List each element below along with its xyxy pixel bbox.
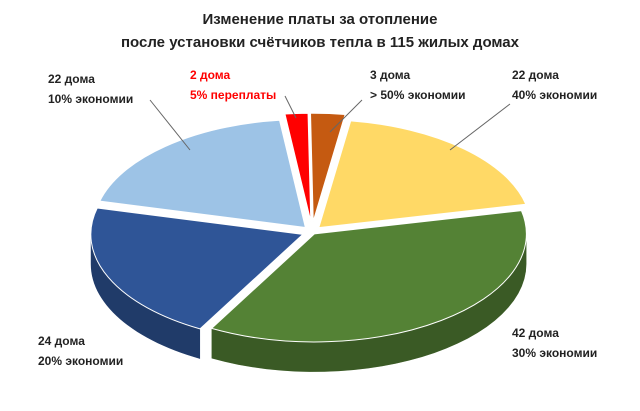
slice-side bbox=[90, 234, 201, 359]
slice bbox=[284, 112, 312, 222]
data-label: 24 дома bbox=[38, 334, 85, 348]
slice-side-shade bbox=[211, 233, 527, 372]
slice bbox=[309, 112, 346, 222]
leader-line bbox=[149, 99, 191, 151]
data-label: 22 дома bbox=[48, 72, 95, 86]
leader-line bbox=[284, 95, 297, 119]
category-label: > 50% экономии bbox=[370, 88, 466, 102]
category-label: 30% экономии bbox=[512, 346, 597, 360]
leader-line bbox=[449, 103, 511, 151]
slice bbox=[99, 119, 307, 229]
data-label: 3 дома bbox=[370, 68, 411, 82]
data-label: 22 дома bbox=[512, 68, 559, 82]
category-label: 20% экономии bbox=[38, 354, 123, 368]
slice bbox=[318, 120, 527, 229]
slice-side bbox=[211, 233, 527, 372]
chart-title: после установки счётчиков тепла в 115 жи… bbox=[121, 34, 520, 51]
slice bbox=[90, 207, 304, 330]
category-label: 5% переплаты bbox=[190, 88, 276, 102]
category-label: 40% экономии bbox=[512, 88, 597, 102]
leader-line bbox=[329, 99, 363, 133]
slice bbox=[210, 210, 527, 343]
category-label: 10% экономии bbox=[48, 92, 133, 106]
data-label: 2 дома bbox=[190, 68, 231, 82]
data-label: 42 дома bbox=[512, 326, 559, 340]
slice-side-shade bbox=[90, 234, 201, 359]
chart-title: Изменение платы за отопление bbox=[203, 11, 438, 28]
